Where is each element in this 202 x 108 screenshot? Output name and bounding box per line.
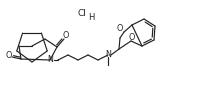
Text: N: N xyxy=(105,49,110,59)
Text: H: H xyxy=(87,13,94,21)
Text: O: O xyxy=(6,51,12,60)
Text: N: N xyxy=(47,56,53,64)
Text: O: O xyxy=(128,33,135,41)
Text: Cl: Cl xyxy=(77,9,86,17)
Text: O: O xyxy=(62,30,69,40)
Text: O: O xyxy=(116,24,123,33)
